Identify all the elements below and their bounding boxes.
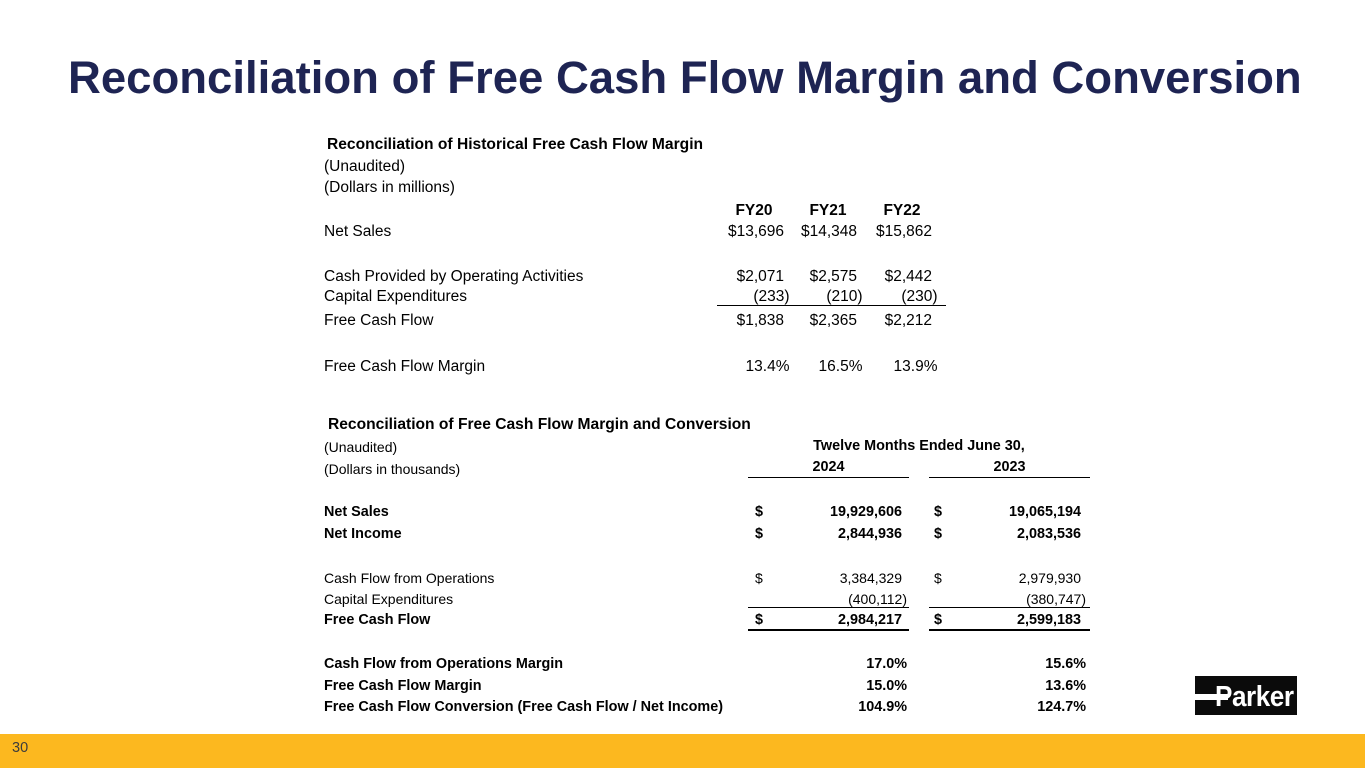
currency-symbol: $ — [755, 526, 764, 542]
row-label: Capital Expenditures — [324, 590, 454, 607]
cell-value: (233) — [753, 287, 790, 305]
table1-subtotal-rule — [717, 304, 946, 307]
row-label: Cash Provided by Operating Activities — [324, 268, 584, 285]
parker-logo: Parker — [1195, 676, 1297, 715]
currency-symbol: $ — [934, 612, 943, 628]
cell-value: $14,348 — [800, 223, 857, 240]
table2-col2-subtotal-rule — [929, 606, 1090, 609]
table1-units-note: (Dollars in millions) — [324, 178, 455, 196]
row-label: Free Cash Flow — [324, 312, 434, 329]
row-label: Free Cash Flow Margin — [324, 358, 486, 375]
cell-value: $2,442 — [884, 268, 932, 285]
row-label: Cash Flow from Operations Margin — [324, 656, 564, 672]
cell-value: 19,065,194 — [1008, 504, 1081, 520]
cell-value: (400,112) — [848, 590, 907, 607]
row-label: Cash Flow from Operations — [324, 569, 495, 586]
cell-value: (380,747) — [1026, 590, 1086, 607]
cell-value: 2,083,536 — [1016, 526, 1081, 542]
footer-bar: 30 — [0, 734, 1365, 768]
cell-value: 2,599,183 — [1016, 612, 1081, 628]
cell-value: $1,838 — [736, 312, 784, 329]
table2-heading: Reconciliation of Free Cash Flow Margin … — [328, 416, 751, 433]
cell-value: 13.6% — [1045, 677, 1086, 694]
cell-value: 124.7% — [1037, 699, 1086, 715]
row-label: Net Sales — [324, 504, 389, 520]
currency-symbol: $ — [934, 504, 943, 520]
row-label: Free Cash Flow — [324, 612, 431, 628]
row-label: Net Income — [324, 526, 402, 542]
parker-logo-wordmark: Parker — [1215, 681, 1294, 713]
table1-col-fy20: FY20 — [735, 201, 773, 219]
table2-col1-header-rule — [748, 476, 909, 479]
cell-value: $2,212 — [884, 312, 932, 329]
table2-units-note: (Dollars in thousands) — [324, 461, 461, 477]
cell-value: 104.9% — [858, 699, 907, 715]
cell-value: 15.6% — [1045, 656, 1086, 672]
table2-unaudited-note: (Unaudited) — [324, 438, 398, 455]
cell-value: 3,384,329 — [839, 569, 902, 586]
cell-value: $2,575 — [809, 268, 857, 285]
table2-col2-header-rule — [929, 476, 1090, 479]
slide-title: Reconciliation of Free Cash Flow Margin … — [68, 51, 1302, 103]
cell-value: 2,844,936 — [837, 526, 902, 542]
table2-col-2023: 2023 — [993, 459, 1026, 475]
row-label: Net Sales — [324, 223, 392, 240]
table2-col-2024: 2024 — [812, 459, 845, 475]
cell-value: (210) — [826, 287, 863, 305]
cell-value: 13.9% — [893, 358, 938, 375]
row-label: Free Cash Flow Conversion (Free Cash Flo… — [324, 699, 724, 715]
currency-symbol: $ — [755, 612, 764, 628]
cell-value: 17.0% — [866, 656, 907, 672]
cell-value: $15,862 — [875, 223, 932, 240]
cell-value: $2,365 — [809, 312, 857, 329]
cell-value: 13.4% — [745, 358, 790, 375]
cell-value: 19,929,606 — [829, 504, 902, 520]
currency-symbol: $ — [934, 526, 943, 542]
table1-heading: Reconciliation of Historical Free Cash F… — [327, 136, 704, 153]
row-label: Capital Expenditures — [324, 287, 468, 305]
row-label: Free Cash Flow Margin — [324, 677, 482, 694]
cell-value: 16.5% — [818, 358, 863, 375]
cell-value: 15.0% — [866, 677, 907, 694]
cell-value: $2,071 — [736, 268, 784, 285]
table2-col1-subtotal-rule — [748, 606, 909, 609]
table1-col-fy21: FY21 — [809, 201, 847, 219]
parker-logo-stripe — [1195, 694, 1228, 700]
cell-value: 2,979,930 — [1018, 569, 1081, 586]
table1-col-fy22: FY22 — [883, 201, 921, 219]
currency-symbol: $ — [755, 569, 763, 586]
page-number: 30 — [12, 739, 29, 756]
cell-value: (230) — [901, 287, 938, 305]
cell-value: 2,984,217 — [837, 612, 902, 628]
table1-unaudited-note: (Unaudited) — [324, 157, 405, 175]
table2-col1-total-rule — [748, 629, 909, 632]
cell-value: $13,696 — [727, 223, 784, 240]
table2-col2-total-rule — [929, 629, 1090, 632]
table2-period-header: Twelve Months Ended June 30, — [813, 438, 1025, 454]
currency-symbol: $ — [934, 569, 942, 586]
currency-symbol: $ — [755, 504, 764, 520]
